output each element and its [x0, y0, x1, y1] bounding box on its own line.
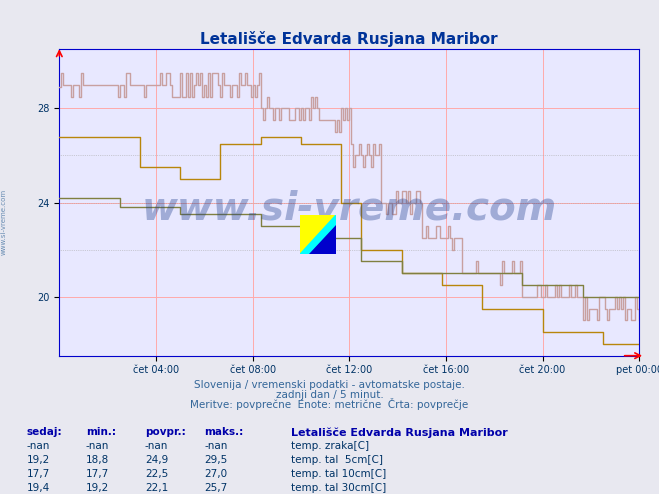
Text: www.si-vreme.com: www.si-vreme.com	[142, 190, 557, 228]
Text: 24,9: 24,9	[145, 455, 168, 465]
Title: Letališče Edvarda Rusjana Maribor: Letališče Edvarda Rusjana Maribor	[200, 31, 498, 47]
Text: povpr.:: povpr.:	[145, 427, 186, 437]
Text: 19,4: 19,4	[26, 483, 49, 493]
Text: temp. tal  5cm[C]: temp. tal 5cm[C]	[291, 455, 384, 465]
Text: -nan: -nan	[204, 441, 227, 451]
Text: 17,7: 17,7	[26, 469, 49, 479]
Text: www.si-vreme.com: www.si-vreme.com	[0, 189, 7, 255]
Text: 18,8: 18,8	[86, 455, 109, 465]
Text: Letališče Edvarda Rusjana Maribor: Letališče Edvarda Rusjana Maribor	[291, 427, 508, 438]
Text: sedaj:: sedaj:	[26, 427, 62, 437]
Text: 22,1: 22,1	[145, 483, 168, 493]
Text: maks.:: maks.:	[204, 427, 244, 437]
Text: 17,7: 17,7	[86, 469, 109, 479]
Text: 22,5: 22,5	[145, 469, 168, 479]
Text: min.:: min.:	[86, 427, 116, 437]
Text: 29,5: 29,5	[204, 455, 227, 465]
Text: temp. tal 10cm[C]: temp. tal 10cm[C]	[291, 469, 387, 479]
Text: 25,7: 25,7	[204, 483, 227, 493]
Polygon shape	[300, 215, 336, 254]
Text: -nan: -nan	[26, 441, 49, 451]
Text: Slovenija / vremenski podatki - avtomatske postaje.: Slovenija / vremenski podatki - avtomats…	[194, 380, 465, 390]
Text: Meritve: povprečne  Enote: metrične  Črta: povprečje: Meritve: povprečne Enote: metrične Črta:…	[190, 398, 469, 410]
Text: -nan: -nan	[145, 441, 168, 451]
Text: 19,2: 19,2	[86, 483, 109, 493]
Text: 19,2: 19,2	[26, 455, 49, 465]
Polygon shape	[300, 215, 336, 254]
Text: zadnji dan / 5 minut.: zadnji dan / 5 minut.	[275, 390, 384, 400]
Polygon shape	[309, 225, 336, 254]
Text: -nan: -nan	[86, 441, 109, 451]
Text: 27,0: 27,0	[204, 469, 227, 479]
Text: temp. zraka[C]: temp. zraka[C]	[291, 441, 370, 451]
Text: temp. tal 30cm[C]: temp. tal 30cm[C]	[291, 483, 387, 493]
